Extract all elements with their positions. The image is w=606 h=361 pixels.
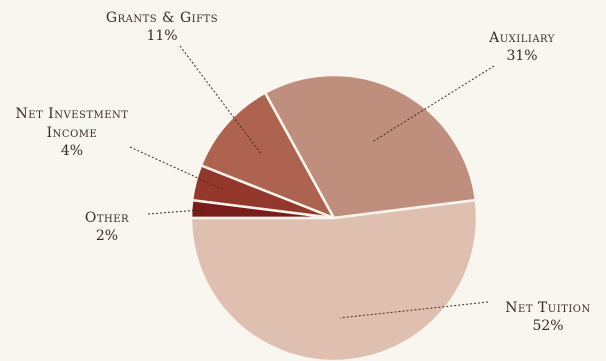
pie-slice-net-tuition (189, 198, 479, 361)
label-net-investment-name-line1: Net Investment (16, 106, 129, 122)
leader-line-net-investment-income (129, 146, 224, 191)
label-net-investment-name-line2: Income (47, 125, 98, 141)
leader-lines (129, 45, 495, 319)
label-auxiliary-name: Auxiliary (488, 30, 555, 46)
pie-slice-grants-gifts (199, 90, 337, 221)
label-grants-gifts-name: Grants & Gifts (106, 10, 218, 26)
label-grants-gifts-pct: 11% (146, 28, 177, 44)
label-net-tuition-name: Net Tuition (505, 300, 590, 316)
leader-line-grants-gifts (179, 45, 262, 154)
leader-line-other (147, 209, 203, 215)
pie-slice-auxiliary (263, 73, 478, 220)
label-auxiliary-pct: 31% (506, 48, 537, 64)
label-other-pct: 2% (96, 228, 118, 244)
label-net-investment-pct: 4% (61, 143, 83, 159)
leader-line-net-tuition (340, 301, 489, 319)
label-net-tuition-pct: 52% (532, 318, 563, 334)
label-other-name: Other (85, 210, 129, 226)
